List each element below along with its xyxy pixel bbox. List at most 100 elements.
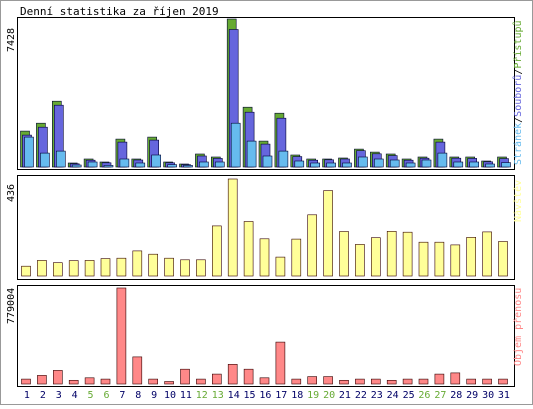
x-label-day-8: 8 bbox=[135, 390, 141, 401]
legend-top: Stránek/Souborů/Přístupů bbox=[512, 20, 524, 165]
bar-visits-day-4 bbox=[68, 260, 79, 277]
bar-visits-day-3 bbox=[52, 262, 63, 277]
bar-visits-day-5 bbox=[84, 260, 95, 277]
bar-strnek-day-12 bbox=[199, 161, 209, 168]
bar-traffic-day-15 bbox=[243, 368, 254, 385]
bar-visits-day-24 bbox=[386, 231, 397, 277]
x-label-day-18: 18 bbox=[291, 390, 303, 401]
bar-traffic-day-5 bbox=[84, 377, 95, 385]
bar-visits-day-15 bbox=[243, 221, 254, 277]
bar-strnek-day-17 bbox=[278, 150, 289, 168]
bar-strnek-day-6 bbox=[103, 165, 114, 168]
x-label-day-13: 13 bbox=[212, 390, 224, 401]
chart-title: Denní statistika za říjen 2019 bbox=[20, 5, 219, 18]
legend-top-sep-1: / bbox=[513, 69, 524, 75]
bar-traffic-day-31 bbox=[498, 378, 508, 385]
bar-strnek-day-25 bbox=[405, 162, 416, 168]
bar-traffic-day-20 bbox=[323, 376, 333, 385]
x-label-day-20: 20 bbox=[323, 390, 335, 401]
bar-traffic-day-22 bbox=[355, 378, 365, 385]
bar-traffic-day-26 bbox=[418, 378, 429, 385]
bar-strnek-day-7 bbox=[119, 158, 130, 168]
bar-visits-day-2 bbox=[37, 260, 47, 277]
bar-visits-day-12 bbox=[196, 259, 206, 277]
bar-visits-day-28 bbox=[450, 244, 461, 277]
bar-visits-day-9 bbox=[148, 253, 158, 277]
legend-top-text: Stránek/Souborů/Přístupů bbox=[512, 20, 524, 165]
bar-traffic-day-24 bbox=[386, 379, 397, 385]
x-label-day-24: 24 bbox=[387, 390, 399, 401]
bar-strnek-day-21 bbox=[342, 162, 352, 168]
bar-traffic-day-23 bbox=[370, 378, 381, 385]
bar-traffic-day-3 bbox=[52, 370, 63, 385]
x-label-day-9: 9 bbox=[151, 390, 157, 401]
bar-visits-day-22 bbox=[355, 244, 365, 277]
bar-visits-day-16 bbox=[259, 238, 270, 277]
bar-traffic-day-29 bbox=[466, 378, 477, 385]
bar-strnek-day-18 bbox=[294, 160, 305, 168]
top-ymax-label: 7428 bbox=[6, 28, 17, 52]
bar-strnek-day-30 bbox=[485, 163, 495, 168]
x-label-day-16: 16 bbox=[259, 390, 271, 401]
bar-traffic-day-7 bbox=[116, 287, 127, 385]
bar-visits-day-29 bbox=[466, 237, 477, 277]
bar-traffic-day-19 bbox=[307, 376, 318, 385]
bar-strnek-day-2 bbox=[40, 152, 50, 168]
bar-traffic-day-10 bbox=[164, 381, 174, 385]
bar-traffic-day-14 bbox=[227, 363, 238, 385]
bar-strnek-day-20 bbox=[326, 162, 336, 168]
legend-top-item-1: Souborů bbox=[512, 75, 524, 117]
bar-traffic-day-25 bbox=[402, 378, 413, 385]
bar-visits-day-10 bbox=[164, 257, 174, 277]
bar-visits-day-30 bbox=[482, 231, 492, 277]
x-label-day-4: 4 bbox=[72, 390, 78, 401]
x-label-day-2: 2 bbox=[40, 390, 46, 401]
bar-visits-day-17 bbox=[275, 256, 286, 277]
bar-traffic-day-1 bbox=[21, 378, 31, 385]
bar-traffic-day-16 bbox=[259, 377, 270, 385]
x-label-day-5: 5 bbox=[87, 390, 93, 401]
bar-traffic-day-9 bbox=[148, 378, 158, 385]
legend-top-sep-0: / bbox=[513, 117, 524, 123]
bar-strnek-day-16 bbox=[262, 155, 273, 168]
bar-strnek-day-19 bbox=[310, 162, 321, 168]
bar-visits-day-25 bbox=[402, 231, 413, 277]
bar-visits-day-21 bbox=[339, 231, 349, 277]
bar-traffic-day-21 bbox=[339, 379, 349, 385]
bar-visits-day-6 bbox=[100, 258, 111, 277]
panel-bottom-frame bbox=[17, 285, 515, 387]
bar-visits-day-31 bbox=[498, 241, 508, 277]
x-label-day-21: 21 bbox=[339, 390, 351, 401]
bar-visits-day-26 bbox=[418, 241, 429, 277]
x-label-day-29: 29 bbox=[466, 390, 478, 401]
bar-strnek-day-8 bbox=[135, 162, 146, 168]
x-label-day-30: 30 bbox=[482, 390, 494, 401]
bar-strnek-day-29 bbox=[469, 161, 480, 168]
legend-middle: Návštěv bbox=[512, 180, 524, 222]
bar-traffic-day-6 bbox=[100, 378, 111, 385]
middle-ymax-label: 436 bbox=[6, 184, 17, 202]
x-label-day-15: 15 bbox=[243, 390, 255, 401]
bar-strnek-day-3 bbox=[55, 150, 66, 168]
bar-strnek-day-10 bbox=[167, 164, 177, 168]
bar-visits-day-7 bbox=[116, 257, 127, 277]
legend-bottom: Objem přenosu bbox=[512, 288, 524, 366]
x-label-day-19: 19 bbox=[307, 390, 319, 401]
bar-traffic-day-27 bbox=[434, 373, 445, 385]
x-label-day-6: 6 bbox=[103, 390, 109, 401]
bar-strnek-day-27 bbox=[437, 152, 448, 168]
bar-strnek-day-14 bbox=[230, 122, 241, 168]
x-label-day-7: 7 bbox=[119, 390, 125, 401]
x-label-day-31: 31 bbox=[498, 390, 510, 401]
bar-visits-day-19 bbox=[307, 214, 318, 277]
bar-visits-day-14 bbox=[227, 178, 238, 277]
bar-visits-day-27 bbox=[434, 241, 445, 277]
bar-visits-day-20 bbox=[323, 190, 333, 277]
bar-strnek-day-1 bbox=[24, 136, 34, 168]
bar-traffic-day-8 bbox=[132, 356, 143, 385]
x-label-day-17: 17 bbox=[275, 390, 287, 401]
bar-strnek-day-24 bbox=[389, 159, 400, 168]
bar-strnek-day-5 bbox=[87, 161, 98, 168]
x-label-day-3: 3 bbox=[56, 390, 62, 401]
